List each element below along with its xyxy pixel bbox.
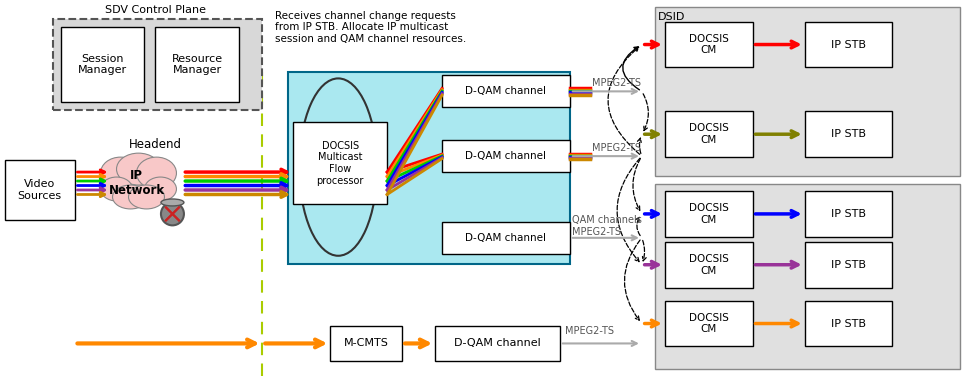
Text: Session
Manager: Session Manager xyxy=(78,53,127,75)
Text: IP STB: IP STB xyxy=(831,39,866,50)
Ellipse shape xyxy=(161,199,184,206)
Ellipse shape xyxy=(108,161,169,205)
FancyBboxPatch shape xyxy=(805,22,893,68)
FancyBboxPatch shape xyxy=(330,325,402,361)
Ellipse shape xyxy=(145,177,177,201)
Ellipse shape xyxy=(136,157,177,189)
Text: M-CMTS: M-CMTS xyxy=(344,338,389,348)
Text: IP STB: IP STB xyxy=(831,209,866,219)
FancyBboxPatch shape xyxy=(654,6,960,176)
Text: DOCSIS
CM: DOCSIS CM xyxy=(689,203,729,225)
FancyBboxPatch shape xyxy=(289,73,570,264)
Text: Video
Sources: Video Sources xyxy=(17,179,62,201)
Text: Headend: Headend xyxy=(129,138,182,151)
FancyBboxPatch shape xyxy=(805,242,893,288)
Text: D-QAM channel: D-QAM channel xyxy=(465,233,546,243)
Text: IP
Network: IP Network xyxy=(108,169,165,197)
Text: DOCSIS
CM: DOCSIS CM xyxy=(689,34,729,55)
Ellipse shape xyxy=(100,157,141,189)
FancyBboxPatch shape xyxy=(654,184,960,369)
Text: DOCSIS
CM: DOCSIS CM xyxy=(689,254,729,275)
FancyBboxPatch shape xyxy=(665,111,753,157)
FancyBboxPatch shape xyxy=(665,301,753,346)
Ellipse shape xyxy=(100,177,132,201)
Text: IP STB: IP STB xyxy=(831,129,866,139)
FancyBboxPatch shape xyxy=(435,325,560,361)
Ellipse shape xyxy=(113,185,149,209)
Text: DOCSIS
Multicast
Flow
processor: DOCSIS Multicast Flow processor xyxy=(317,141,364,186)
Text: IP STB: IP STB xyxy=(831,260,866,270)
FancyBboxPatch shape xyxy=(442,75,570,107)
Text: DOCSIS
CM: DOCSIS CM xyxy=(689,123,729,145)
FancyBboxPatch shape xyxy=(805,111,893,157)
Text: QAM channels: QAM channels xyxy=(572,215,642,225)
Text: D-QAM channel: D-QAM channel xyxy=(455,338,540,348)
Ellipse shape xyxy=(299,78,377,256)
Text: D-QAM channel: D-QAM channel xyxy=(465,86,546,96)
Text: Receives channel change requests
from IP STB. Allocate IP multicast
session and : Receives channel change requests from IP… xyxy=(275,11,466,44)
FancyBboxPatch shape xyxy=(53,19,262,110)
Text: MPEG2-TS: MPEG2-TS xyxy=(565,327,614,337)
FancyBboxPatch shape xyxy=(442,140,570,172)
Text: MPEG2-TS: MPEG2-TS xyxy=(592,143,641,153)
FancyBboxPatch shape xyxy=(805,301,893,346)
FancyBboxPatch shape xyxy=(442,222,570,254)
Text: DOCSIS
CM: DOCSIS CM xyxy=(689,313,729,334)
FancyBboxPatch shape xyxy=(665,22,753,68)
FancyBboxPatch shape xyxy=(61,27,145,102)
FancyBboxPatch shape xyxy=(665,191,753,237)
FancyBboxPatch shape xyxy=(805,191,893,237)
FancyBboxPatch shape xyxy=(5,160,74,220)
Text: MPEG2-TS: MPEG2-TS xyxy=(572,227,620,237)
Ellipse shape xyxy=(117,153,160,185)
Circle shape xyxy=(161,202,184,225)
FancyBboxPatch shape xyxy=(665,242,753,288)
Text: IP STB: IP STB xyxy=(831,319,866,329)
FancyBboxPatch shape xyxy=(293,122,387,204)
Text: D-QAM channel: D-QAM channel xyxy=(465,151,546,161)
Text: SDV Control Plane: SDV Control Plane xyxy=(105,5,206,15)
Text: MPEG2-TS: MPEG2-TS xyxy=(592,78,641,88)
FancyBboxPatch shape xyxy=(155,27,239,102)
Ellipse shape xyxy=(128,185,164,209)
Text: DSID: DSID xyxy=(658,11,685,22)
Text: Resource
Manager: Resource Manager xyxy=(172,53,223,75)
